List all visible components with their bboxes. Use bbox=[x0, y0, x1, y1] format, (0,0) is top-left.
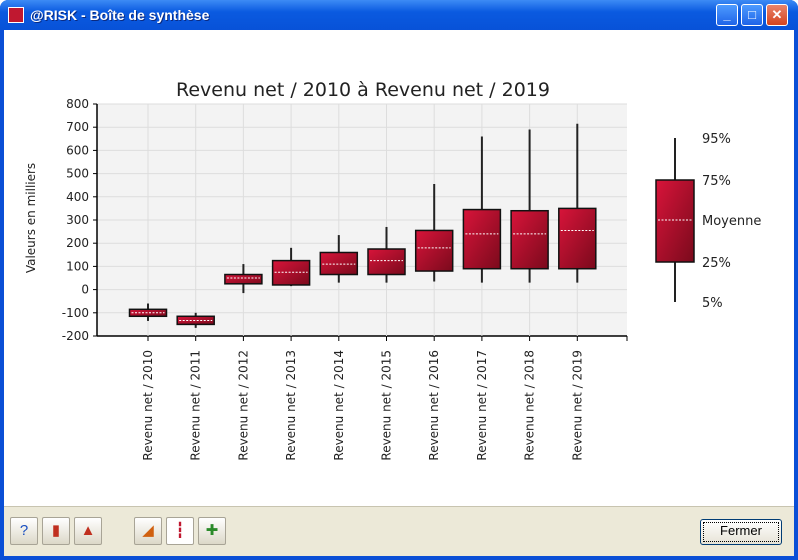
minimize-button[interactable]: _ bbox=[716, 4, 738, 26]
x-tick-label: Revenu net / 2018 bbox=[523, 350, 537, 461]
box-plot-icon[interactable]: ┇ bbox=[166, 517, 194, 545]
x-tick-label: Revenu net / 2015 bbox=[380, 350, 394, 461]
x-tick-label: Revenu net / 2017 bbox=[475, 350, 489, 461]
x-tick-label: Revenu net / 2010 bbox=[141, 350, 155, 461]
box bbox=[367, 248, 406, 276]
help-icon[interactable]: ? bbox=[10, 517, 38, 545]
bottom-toolbar: ? ▮ ▲ ◢ ┇ ✚ Fermer bbox=[4, 506, 794, 556]
window-title: @RISK - Boîte de synthèse bbox=[30, 7, 210, 23]
box bbox=[319, 251, 359, 276]
box bbox=[271, 259, 311, 286]
y-tick-label: 500 bbox=[66, 167, 89, 181]
maximize-button[interactable]: □ bbox=[741, 4, 763, 26]
cumulative-icon[interactable]: ◢ bbox=[134, 517, 162, 545]
y-tick-label: 600 bbox=[66, 143, 89, 157]
y-axis-label: Valeurs en milliers bbox=[24, 163, 38, 273]
y-tick-label: 0 bbox=[81, 283, 89, 297]
y-tick-label: 300 bbox=[66, 213, 89, 227]
y-tick-label: -100 bbox=[62, 306, 89, 320]
title-bar[interactable]: @RISK - Boîte de synthèse _ □ ✕ bbox=[0, 0, 798, 30]
report-icon[interactable]: ▲ bbox=[74, 517, 102, 545]
box-plot-chart: Revenu net / 2010 à Revenu net / 2019 Va… bbox=[24, 79, 761, 461]
copy-icon[interactable]: ✚ bbox=[198, 517, 226, 545]
close-window-button[interactable]: ✕ bbox=[766, 4, 788, 26]
y-tick-label: 700 bbox=[66, 120, 89, 134]
close-button[interactable]: Fermer bbox=[700, 519, 782, 545]
legend-label: 95% bbox=[702, 132, 731, 147]
chart-type-icon[interactable]: ▮ bbox=[42, 517, 70, 545]
x-tick-label: Revenu net / 2011 bbox=[189, 350, 203, 461]
legend-label: 75% bbox=[702, 174, 731, 189]
box bbox=[414, 229, 454, 272]
x-tick-label: Revenu net / 2014 bbox=[332, 350, 346, 461]
x-tick-label: Revenu net / 2016 bbox=[427, 350, 441, 461]
legend-label: 25% bbox=[702, 256, 731, 271]
legend-label: Moyenne bbox=[702, 214, 761, 229]
box bbox=[462, 208, 502, 270]
y-tick-label: 800 bbox=[66, 97, 89, 111]
y-tick-label: 400 bbox=[66, 190, 89, 204]
y-tick-label: 200 bbox=[66, 236, 89, 250]
legend-box bbox=[655, 179, 695, 263]
y-tick-label: -200 bbox=[62, 329, 89, 343]
box bbox=[510, 209, 549, 270]
box bbox=[176, 315, 215, 326]
y-tick-label: 100 bbox=[66, 259, 89, 273]
client-area: Revenu net / 2010 à Revenu net / 2019 Va… bbox=[4, 30, 794, 556]
chart-title: Revenu net / 2010 à Revenu net / 2019 bbox=[176, 79, 550, 101]
x-tick-label: Revenu net / 2012 bbox=[236, 350, 250, 461]
x-tick-label: Revenu net / 2013 bbox=[284, 350, 298, 461]
legend-label: 5% bbox=[702, 296, 723, 311]
box bbox=[224, 273, 263, 285]
app-icon bbox=[8, 7, 24, 23]
box bbox=[128, 308, 168, 318]
box bbox=[558, 207, 597, 270]
x-tick-label: Revenu net / 2019 bbox=[570, 350, 584, 461]
